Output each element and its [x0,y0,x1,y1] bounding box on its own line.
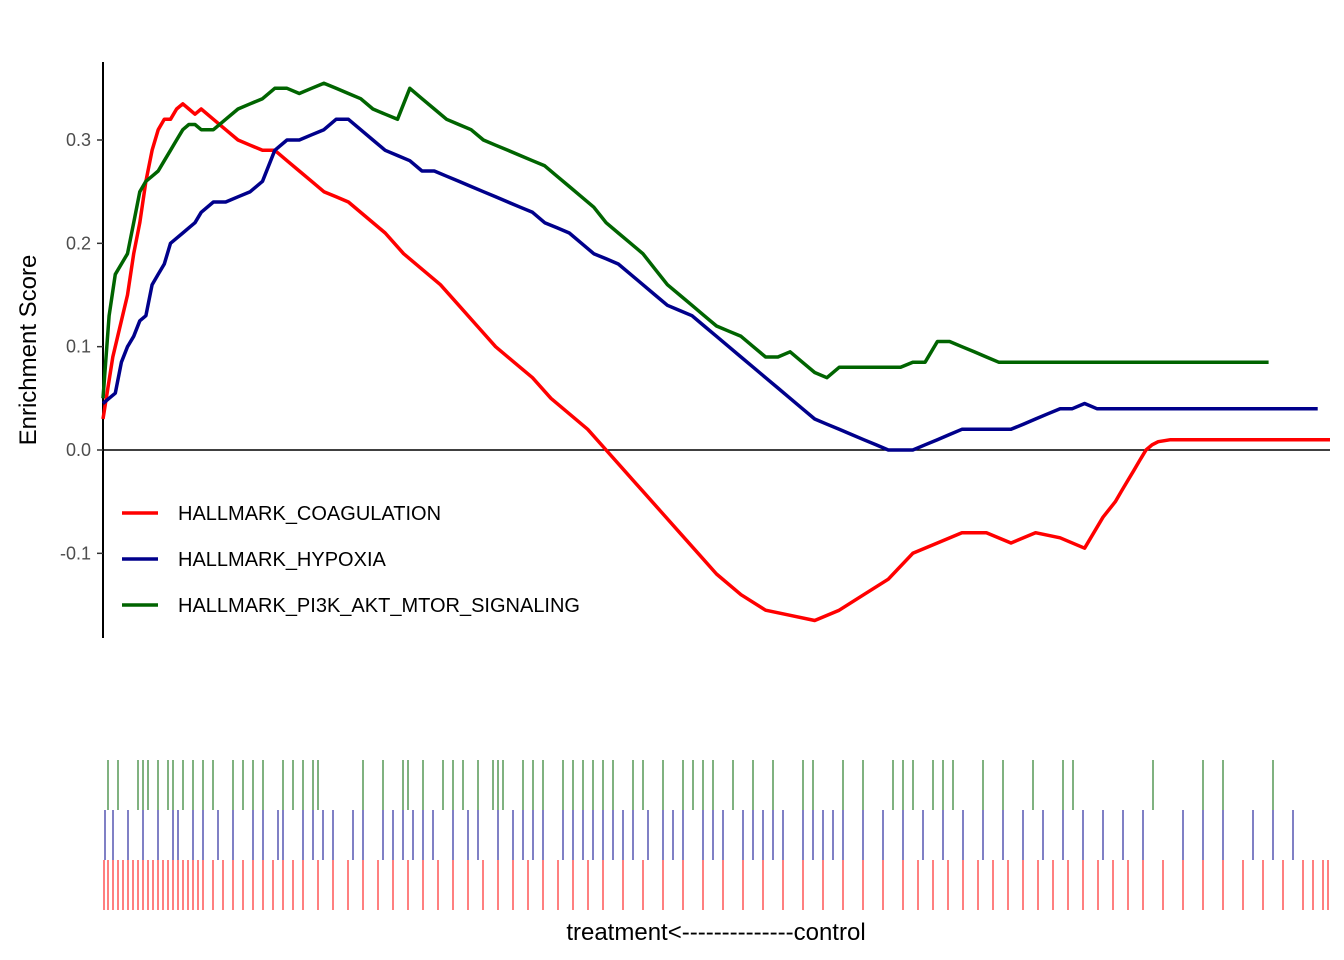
legend-label: HALLMARK_COAGULATION [178,503,441,525]
enrichment-lines [101,81,1330,623]
y-axis-ticks: -0.1 0.0 0.1 0.2 0.3 [60,130,103,563]
y-tick-label: -0.1 [60,543,91,563]
y-tick-label: 0.0 [66,440,91,460]
y-tick-label: 0.1 [66,337,91,357]
y-tick-label: 0.2 [66,233,91,253]
legend-label: HALLMARK_HYPOXIA [178,549,387,571]
series-line-2 [101,117,1318,452]
legend: HALLMARK_COAGULATION HALLMARK_HYPOXIA HALL… [122,503,580,617]
x-axis-title: treatment<--------------control [566,919,865,946]
series-line-3 [101,81,1269,399]
legend-label: HALLMARK_PI3K_AKT_MTOR_SIGNALING [178,595,580,617]
series-line-1 [101,102,1330,623]
y-axis-title: Enrichment Score [15,255,42,446]
hit-rug-plot [103,760,1329,910]
y-tick-label: 0.3 [66,130,91,150]
